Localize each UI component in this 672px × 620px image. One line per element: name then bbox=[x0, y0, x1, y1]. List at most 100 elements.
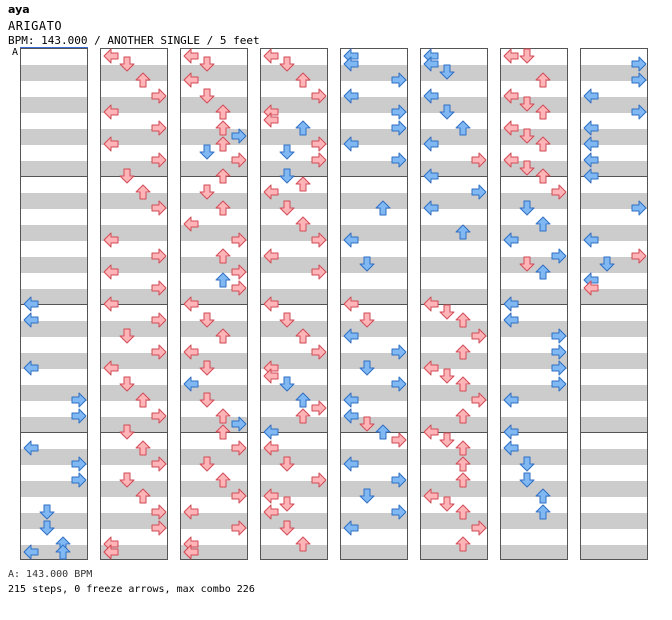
left-arrow-icon bbox=[263, 504, 279, 520]
left-arrow-icon bbox=[183, 376, 199, 392]
left-arrow-icon bbox=[423, 200, 439, 216]
right-arrow-icon bbox=[471, 152, 487, 168]
right-arrow-icon bbox=[151, 88, 167, 104]
up-arrow-icon bbox=[295, 120, 311, 136]
left-arrow-icon bbox=[423, 360, 439, 376]
right-arrow-icon bbox=[71, 408, 87, 424]
down-arrow-icon bbox=[199, 360, 215, 376]
up-arrow-icon bbox=[455, 376, 471, 392]
left-arrow-icon bbox=[263, 488, 279, 504]
right-arrow-icon bbox=[551, 376, 567, 392]
down-arrow-icon bbox=[359, 256, 375, 272]
author-name: aya bbox=[8, 3, 30, 16]
left-arrow-icon bbox=[23, 296, 39, 312]
up-arrow-icon bbox=[455, 120, 471, 136]
left-arrow-icon bbox=[423, 136, 439, 152]
right-arrow-icon bbox=[311, 400, 327, 416]
left-arrow-icon bbox=[503, 152, 519, 168]
measure-line bbox=[181, 304, 247, 305]
left-arrow-icon bbox=[423, 88, 439, 104]
right-arrow-icon bbox=[231, 488, 247, 504]
left-arrow-icon bbox=[183, 504, 199, 520]
right-arrow-icon bbox=[471, 520, 487, 536]
right-arrow-icon bbox=[471, 392, 487, 408]
down-arrow-icon bbox=[39, 520, 55, 536]
right-arrow-icon bbox=[391, 376, 407, 392]
left-arrow-icon bbox=[343, 56, 359, 72]
up-arrow-icon bbox=[135, 72, 151, 88]
right-arrow-icon bbox=[151, 520, 167, 536]
down-arrow-icon bbox=[519, 256, 535, 272]
right-arrow-icon bbox=[391, 152, 407, 168]
up-arrow-icon bbox=[215, 120, 231, 136]
right-arrow-icon bbox=[471, 184, 487, 200]
down-arrow-icon bbox=[279, 456, 295, 472]
measure-line bbox=[421, 176, 487, 177]
left-arrow-icon bbox=[263, 368, 279, 384]
right-arrow-icon bbox=[391, 344, 407, 360]
right-arrow-icon bbox=[151, 408, 167, 424]
up-arrow-icon bbox=[535, 136, 551, 152]
left-arrow-icon bbox=[103, 360, 119, 376]
left-arrow-icon bbox=[263, 440, 279, 456]
left-arrow-icon bbox=[503, 440, 519, 456]
down-arrow-icon bbox=[199, 144, 215, 160]
down-arrow-icon bbox=[439, 104, 455, 120]
measure-line bbox=[261, 304, 327, 305]
measure-line bbox=[501, 432, 567, 433]
left-arrow-icon bbox=[423, 296, 439, 312]
up-arrow-icon bbox=[535, 72, 551, 88]
right-arrow-icon bbox=[391, 504, 407, 520]
left-arrow-icon bbox=[23, 440, 39, 456]
up-arrow-icon bbox=[215, 472, 231, 488]
left-arrow-icon bbox=[103, 232, 119, 248]
right-arrow-icon bbox=[231, 440, 247, 456]
up-arrow-icon bbox=[455, 312, 471, 328]
right-arrow-icon bbox=[311, 472, 327, 488]
down-arrow-icon bbox=[199, 184, 215, 200]
down-arrow-icon bbox=[119, 472, 135, 488]
right-arrow-icon bbox=[151, 120, 167, 136]
down-arrow-icon bbox=[359, 312, 375, 328]
up-arrow-icon bbox=[295, 392, 311, 408]
measure-line bbox=[21, 432, 87, 433]
left-arrow-icon bbox=[103, 296, 119, 312]
step-stats: 215 steps, 0 freeze arrows, max combo 22… bbox=[8, 584, 255, 595]
down-arrow-icon bbox=[119, 168, 135, 184]
right-arrow-icon bbox=[151, 344, 167, 360]
down-arrow-icon bbox=[279, 496, 295, 512]
right-arrow-icon bbox=[311, 232, 327, 248]
down-arrow-icon bbox=[119, 376, 135, 392]
up-arrow-icon bbox=[455, 456, 471, 472]
right-arrow-icon bbox=[391, 104, 407, 120]
up-arrow-icon bbox=[455, 344, 471, 360]
up-arrow-icon bbox=[215, 408, 231, 424]
right-arrow-icon bbox=[231, 520, 247, 536]
song-title: ARIGATO bbox=[8, 19, 63, 33]
up-arrow-icon bbox=[55, 544, 71, 560]
down-arrow-icon bbox=[199, 312, 215, 328]
right-arrow-icon bbox=[631, 72, 647, 88]
right-arrow-icon bbox=[551, 248, 567, 264]
left-arrow-icon bbox=[423, 168, 439, 184]
up-arrow-icon bbox=[215, 328, 231, 344]
left-arrow-icon bbox=[423, 488, 439, 504]
down-arrow-icon bbox=[279, 520, 295, 536]
right-arrow-icon bbox=[311, 136, 327, 152]
down-arrow-icon bbox=[39, 504, 55, 520]
right-arrow-icon bbox=[551, 344, 567, 360]
left-arrow-icon bbox=[423, 424, 439, 440]
measure-line bbox=[341, 432, 407, 433]
right-arrow-icon bbox=[231, 280, 247, 296]
right-arrow-icon bbox=[71, 392, 87, 408]
right-arrow-icon bbox=[231, 232, 247, 248]
left-arrow-icon bbox=[503, 48, 519, 64]
measure-line bbox=[261, 432, 327, 433]
up-arrow-icon bbox=[535, 488, 551, 504]
left-arrow-icon bbox=[583, 168, 599, 184]
up-arrow-icon bbox=[455, 472, 471, 488]
down-arrow-icon bbox=[199, 392, 215, 408]
right-arrow-icon bbox=[71, 472, 87, 488]
right-arrow-icon bbox=[151, 248, 167, 264]
measure-line bbox=[421, 432, 487, 433]
